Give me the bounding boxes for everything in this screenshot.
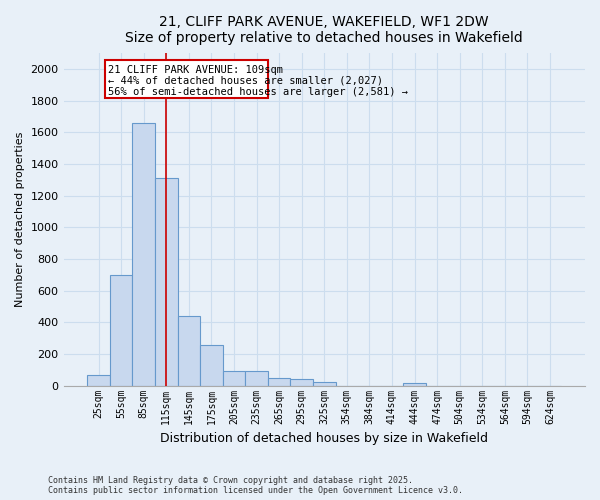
Title: 21, CLIFF PARK AVENUE, WAKEFIELD, WF1 2DW
Size of property relative to detached : 21, CLIFF PARK AVENUE, WAKEFIELD, WF1 2D… [125,15,523,45]
Text: 21 CLIFF PARK AVENUE: 109sqm: 21 CLIFF PARK AVENUE: 109sqm [107,65,283,75]
Bar [268,378,290,386]
Bar [87,376,110,386]
FancyBboxPatch shape [106,60,268,98]
Y-axis label: Number of detached properties: Number of detached properties [15,132,25,307]
Bar [110,275,133,386]
Bar [223,372,245,386]
Bar [178,316,200,386]
Bar [155,178,178,386]
X-axis label: Distribution of detached houses by size in Wakefield: Distribution of detached houses by size … [160,432,488,445]
Bar [290,378,313,386]
Bar [403,384,426,386]
Bar [133,123,155,386]
Text: ← 44% of detached houses are smaller (2,027): ← 44% of detached houses are smaller (2,… [107,76,383,86]
Bar [313,382,335,386]
Text: Contains HM Land Registry data © Crown copyright and database right 2025.
Contai: Contains HM Land Registry data © Crown c… [48,476,463,495]
Bar [200,346,223,386]
Bar [245,372,268,386]
Text: 56% of semi-detached houses are larger (2,581) →: 56% of semi-detached houses are larger (… [107,86,407,97]
